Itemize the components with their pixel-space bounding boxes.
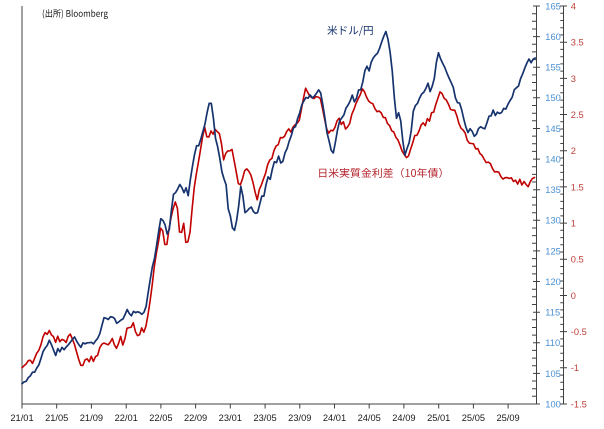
svg-text:150: 150 [545,93,561,103]
svg-text:135: 135 [545,185,561,195]
svg-text:125: 125 [545,246,561,256]
svg-text:100: 100 [545,399,561,409]
svg-text:3.5: 3.5 [571,38,584,48]
svg-text:1: 1 [571,219,576,229]
svg-text:145: 145 [545,124,561,134]
svg-text:25/05: 25/05 [462,413,485,423]
svg-text:24/05: 24/05 [358,413,381,423]
svg-text:24/01: 24/01 [323,413,346,423]
svg-text:25/09: 25/09 [496,413,519,423]
svg-text:0: 0 [571,291,576,301]
svg-text:1.5: 1.5 [571,182,584,192]
svg-text:23/09: 23/09 [288,413,311,423]
svg-text:23/05: 23/05 [253,413,276,423]
svg-text:155: 155 [545,63,561,73]
svg-text:22/01: 22/01 [115,413,138,423]
svg-text:3: 3 [571,74,576,84]
svg-text:165: 165 [545,1,561,11]
svg-text:22/05: 22/05 [149,413,172,423]
svg-text:4: 4 [571,1,576,11]
svg-text:110: 110 [545,338,560,348]
svg-text:25/01: 25/01 [427,413,450,423]
svg-text:130: 130 [545,216,561,226]
svg-text:140: 140 [545,155,561,165]
svg-text:23/01: 23/01 [219,413,242,423]
svg-text:21/09: 21/09 [80,413,103,423]
svg-text:115: 115 [545,308,560,318]
svg-text:-0.5: -0.5 [571,327,587,337]
svg-text:160: 160 [545,32,561,42]
svg-text:0.5: 0.5 [571,255,584,265]
svg-text:-1.5: -1.5 [571,399,587,409]
svg-text:24/09: 24/09 [392,413,415,423]
svg-text:22/09: 22/09 [184,413,207,423]
svg-text:-1: -1 [571,363,579,373]
svg-text:2: 2 [571,146,576,156]
svg-text:105: 105 [545,369,561,379]
svg-text:21/01: 21/01 [10,413,33,423]
svg-text:21/05: 21/05 [45,413,68,423]
svg-text:2.5: 2.5 [571,110,584,120]
svg-text:120: 120 [545,277,561,287]
